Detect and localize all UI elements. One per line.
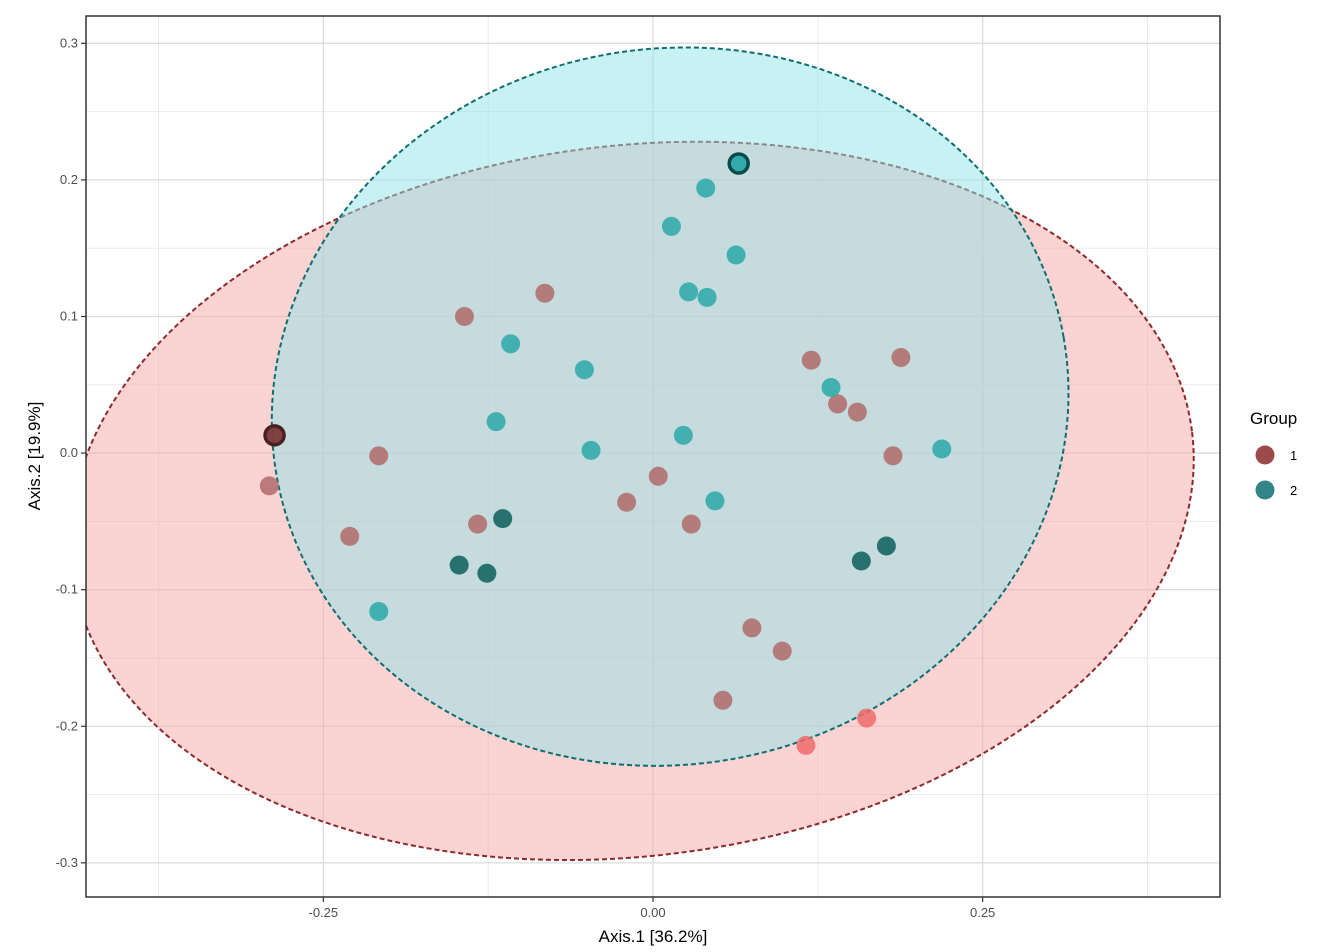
point-group-2 (501, 334, 521, 354)
point-group-1 (796, 735, 816, 755)
point-group-1 (369, 446, 389, 466)
point-group-1 (681, 514, 701, 534)
y-axis-title: Axis.2 [19.9%] (25, 402, 44, 511)
point-group-1 (857, 708, 877, 728)
legend-swatch-group-2 (1255, 480, 1275, 500)
y-tick-label: -0.1 (56, 582, 78, 597)
point-group-1 (883, 446, 903, 466)
point-group-1 (468, 514, 488, 534)
y-tick-label: 0.2 (60, 172, 78, 187)
point-group-2 (679, 282, 699, 302)
x-tick-label: 0.00 (640, 905, 665, 920)
point-group-2 (493, 509, 513, 529)
point-group-2 (932, 439, 952, 459)
y-tick-label: 0.1 (60, 308, 78, 323)
point-group-1 (828, 394, 848, 414)
legend-label-group-2: 2 (1290, 483, 1297, 498)
x-tick-label: -0.25 (309, 905, 339, 920)
point-group-2 (851, 551, 871, 571)
ellipse-group-2 (270, 46, 1070, 767)
legend-title: Group (1250, 409, 1297, 428)
plot-panel (86, 46, 1195, 862)
point-group-1 (535, 283, 555, 303)
point-group-2 (477, 563, 497, 583)
x-tick-label: 0.25 (970, 905, 995, 920)
legend-label-group-1: 1 (1290, 448, 1297, 463)
point-group-2 (369, 602, 389, 622)
point-group-2 (661, 216, 681, 236)
point-group-1 (772, 641, 792, 661)
point-group-2 (697, 287, 717, 307)
point-group-1 (263, 424, 286, 447)
point-group-2 (696, 178, 716, 198)
point-group-2 (821, 378, 841, 398)
point-group-1 (801, 350, 821, 370)
x-axis-title: Axis.1 [36.2%] (599, 927, 708, 946)
point-group-1 (617, 492, 637, 512)
point-group-2 (727, 152, 750, 175)
point-group-1 (891, 347, 911, 367)
point-group-2 (449, 555, 469, 575)
point-group-2 (574, 360, 594, 380)
y-tick-label: 0.0 (60, 445, 78, 460)
point-group-1 (648, 466, 668, 486)
point-group-1 (259, 476, 279, 496)
x-axis-ticks: -0.25 0.00 0.25 (309, 897, 995, 920)
point-group-2 (876, 536, 896, 556)
point-group-2 (581, 440, 601, 460)
legend: Group 1 2 (1250, 409, 1297, 500)
point-group-2 (673, 425, 693, 445)
point-group-1 (713, 690, 733, 710)
legend-swatch-group-1 (1255, 445, 1275, 465)
data-points (259, 152, 952, 755)
point-group-1 (340, 526, 360, 546)
point-group-2 (705, 491, 725, 511)
y-tick-label: -0.2 (56, 718, 78, 733)
point-group-1 (454, 306, 474, 326)
point-group-2 (726, 245, 746, 265)
y-axis-ticks: -0.3 -0.2 -0.1 0.0 0.1 0.2 0.3 (56, 35, 86, 870)
point-group-2 (486, 412, 506, 432)
point-group-1 (847, 402, 867, 422)
point-group-1 (742, 618, 762, 638)
y-tick-label: 0.3 (60, 35, 78, 50)
y-tick-label: -0.3 (56, 855, 78, 870)
